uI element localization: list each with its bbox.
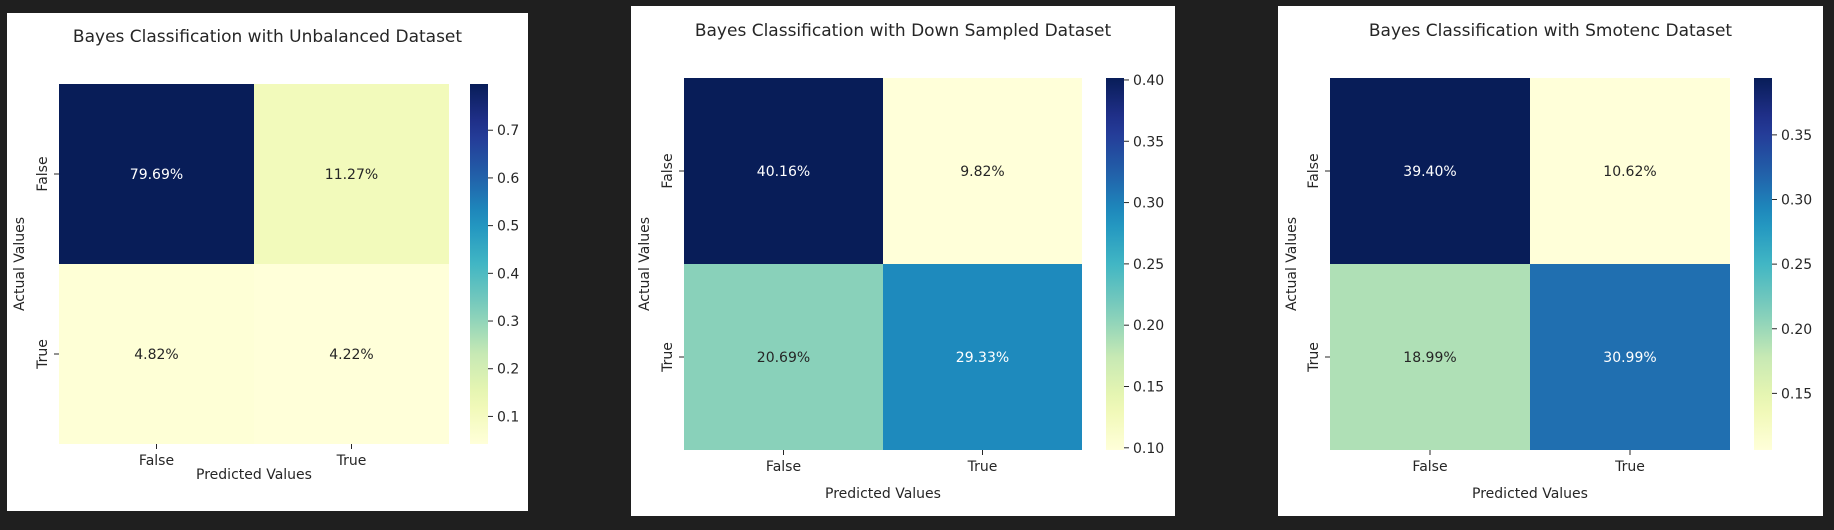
cell-value-label: 79.69% bbox=[130, 167, 183, 183]
x-tick-label: False bbox=[766, 459, 801, 475]
y-axis-label: Actual Values bbox=[1284, 217, 1300, 311]
heatmap-svg: Bayes Classification with Smotenc Datase… bbox=[1284, 21, 1812, 502]
heatmap-cell bbox=[684, 78, 883, 264]
colorbar-tick-label: 0.2 bbox=[497, 362, 519, 378]
colorbar-tick-label: 0.15 bbox=[1133, 379, 1164, 395]
cell-value-label: 39.40% bbox=[1403, 164, 1456, 180]
cell-value-label: 40.16% bbox=[757, 164, 810, 180]
colorbar-tick-label: 0.40 bbox=[1133, 73, 1164, 89]
y-tick-label: False bbox=[660, 153, 676, 188]
colorbar-tick-label: 0.25 bbox=[1133, 257, 1164, 273]
y-tick-label: False bbox=[1306, 153, 1322, 188]
cell-value-label: 9.82% bbox=[960, 164, 1004, 180]
cell-value-label: 30.99% bbox=[1603, 350, 1656, 366]
chart-title: Bayes Classification with Unbalanced Dat… bbox=[73, 27, 462, 47]
cell-value-label: 4.82% bbox=[134, 347, 178, 363]
heatmap-cell bbox=[883, 78, 1082, 264]
heatmap-cell bbox=[59, 84, 254, 264]
colorbar-tick-label: 0.35 bbox=[1133, 134, 1164, 150]
colorbar-tick-label: 0.7 bbox=[497, 123, 519, 139]
y-tick-label: True bbox=[35, 339, 51, 370]
heatmap-cell bbox=[1530, 264, 1730, 450]
colorbar-tick-label: 0.1 bbox=[497, 409, 519, 425]
cell-value-label: 20.69% bbox=[757, 350, 810, 366]
heatmap-cell bbox=[883, 264, 1082, 450]
heatmap-panel-down-sampled: Bayes Classification with Down Sampled D… bbox=[631, 6, 1175, 516]
y-tick-label: False bbox=[35, 156, 51, 191]
cell-value-label: 10.62% bbox=[1603, 164, 1656, 180]
x-axis-label: Predicted Values bbox=[196, 467, 312, 483]
colorbar-tick-label: 0.15 bbox=[1781, 386, 1812, 402]
chart-title: Bayes Classification with Smotenc Datase… bbox=[1369, 21, 1733, 41]
heatmap-cell bbox=[59, 264, 254, 444]
heatmap-cell bbox=[1530, 78, 1730, 264]
colorbar-tick-label: 0.6 bbox=[497, 171, 519, 187]
x-tick-label: False bbox=[1412, 459, 1447, 475]
colorbar-tick-label: 0.30 bbox=[1781, 193, 1812, 209]
colorbar bbox=[1106, 78, 1124, 450]
cell-value-label: 4.22% bbox=[329, 347, 373, 363]
heatmap-cell bbox=[254, 264, 449, 444]
colorbar bbox=[1754, 78, 1772, 450]
colorbar-tick-label: 0.25 bbox=[1781, 257, 1812, 273]
heatmap-svg: Bayes Classification with Unbalanced Dat… bbox=[12, 27, 519, 483]
colorbar-tick-label: 0.30 bbox=[1133, 196, 1164, 212]
x-axis-label: Predicted Values bbox=[1472, 486, 1588, 502]
heatmap-cell bbox=[254, 84, 449, 264]
x-tick-label: True bbox=[336, 453, 367, 469]
y-axis-label: Actual Values bbox=[637, 217, 653, 311]
colorbar-tick-label: 0.10 bbox=[1133, 441, 1164, 457]
heatmap-svg: Bayes Classification with Down Sampled D… bbox=[637, 21, 1164, 502]
colorbar-tick-label: 0.4 bbox=[497, 266, 519, 282]
colorbar-tick-label: 0.20 bbox=[1781, 322, 1812, 338]
x-tick-label: False bbox=[139, 453, 174, 469]
x-tick-label: True bbox=[1614, 459, 1645, 475]
colorbar-tick-label: 0.20 bbox=[1133, 318, 1164, 334]
cell-value-label: 29.33% bbox=[956, 350, 1009, 366]
colorbar-tick-label: 0.3 bbox=[497, 314, 519, 330]
y-tick-label: True bbox=[660, 342, 676, 373]
chart-title: Bayes Classification with Down Sampled D… bbox=[695, 21, 1112, 41]
y-axis-label: Actual Values bbox=[12, 217, 28, 311]
cell-value-label: 18.99% bbox=[1403, 350, 1456, 366]
heatmap-panel-smotenc: Bayes Classification with Smotenc Datase… bbox=[1278, 6, 1823, 516]
cell-value-label: 11.27% bbox=[325, 167, 378, 183]
heatmap-cell bbox=[1330, 78, 1530, 264]
heatmap-cell bbox=[1330, 264, 1530, 450]
y-tick-label: True bbox=[1306, 342, 1322, 373]
heatmap-panel-unbalanced: Bayes Classification with Unbalanced Dat… bbox=[7, 13, 528, 511]
x-tick-label: True bbox=[967, 459, 998, 475]
colorbar bbox=[470, 84, 488, 444]
colorbar-tick-label: 0.35 bbox=[1781, 128, 1812, 144]
heatmap-cell bbox=[684, 264, 883, 450]
colorbar-tick-label: 0.5 bbox=[497, 219, 519, 235]
x-axis-label: Predicted Values bbox=[825, 486, 941, 502]
